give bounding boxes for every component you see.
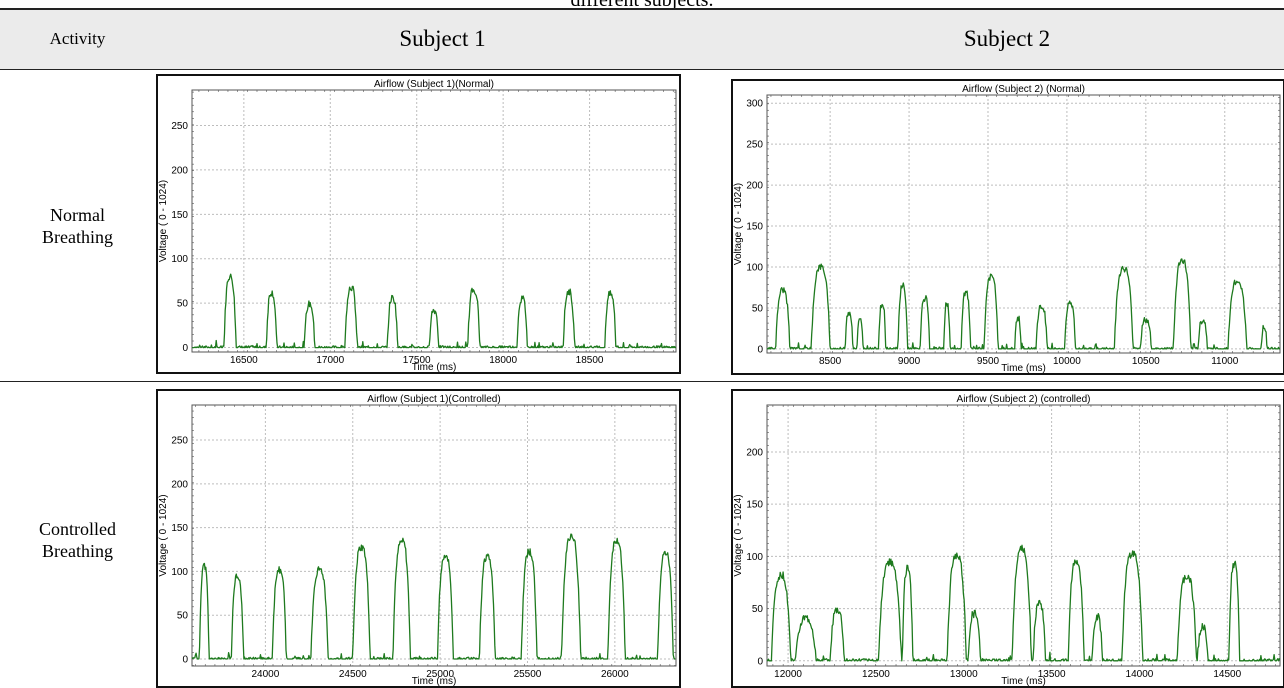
y-tick-label: 200 — [171, 479, 188, 490]
y-tick-label: 300 — [746, 99, 763, 110]
row-label-line: Breathing — [42, 227, 113, 247]
airflow-trace-line — [767, 258, 1281, 350]
header-bottom-rule — [0, 69, 1284, 70]
x-tick-label: 14000 — [1126, 669, 1154, 680]
chart-svg: 12000 12500 13000 13500 14000 14500 0 50 100 150 2… — [733, 394, 1281, 686]
y-tick-label: 150 — [746, 500, 763, 511]
y-tick-label: 50 — [752, 604, 764, 615]
x-tick-label: 8500 — [819, 356, 842, 367]
row-label-controlled-breathing: Controlled Breathing — [0, 518, 155, 562]
x-axis-label: Time (ms) — [1001, 363, 1046, 373]
airflow-trace-line — [192, 273, 676, 349]
table-caption: different subjects. — [570, 0, 714, 11]
plot-frame — [191, 89, 677, 353]
x-axis-label: Time (ms) — [412, 362, 457, 372]
chart-title: Airflow (Subject 2) (Normal) — [962, 84, 1085, 95]
row-label-line: Normal — [50, 205, 105, 225]
y-tick-label: 100 — [171, 254, 188, 265]
table-top-rule — [0, 8, 1284, 10]
x-tick-label: 13500 — [1038, 669, 1066, 680]
y-axis-label: Voltage ( 0 - 1024) — [733, 494, 744, 576]
table-header-row — [0, 8, 1284, 70]
x-tick-label: 18000 — [489, 355, 517, 366]
x-tick-label: 12000 — [774, 669, 802, 680]
y-tick-label: 100 — [171, 567, 188, 578]
x-tick-label: 10500 — [1132, 356, 1160, 367]
y-tick-label: 200 — [171, 165, 188, 176]
header-subject-1: Subject 1 — [399, 26, 486, 51]
y-axis-label: Voltage ( 0 - 1024) — [158, 180, 169, 262]
y-tick-label: 50 — [177, 299, 189, 310]
row-label-line: Breathing — [42, 541, 113, 561]
y-tick-label: 200 — [746, 181, 763, 192]
y-tick-label: 100 — [746, 552, 763, 563]
x-tick-label: 14500 — [1213, 669, 1241, 680]
y-tick-label: 0 — [182, 343, 188, 354]
y-tick-label: 50 — [177, 611, 189, 622]
row-label-line: Controlled — [39, 519, 116, 539]
x-tick-label: 18500 — [576, 355, 604, 366]
row-divider — [0, 381, 1284, 382]
airflow-trace-line — [766, 544, 1281, 662]
x-tick-label: 24500 — [339, 669, 367, 680]
y-tick-label: 0 — [182, 654, 188, 665]
row-label-normal-breathing: Normal Breathing — [0, 204, 155, 248]
y-tick-label: 250 — [746, 140, 763, 151]
chart-title: Airflow (Subject 1)(Normal) — [374, 79, 494, 90]
x-axis-label: Time (ms) — [1001, 676, 1046, 686]
x-tick-label: 26000 — [601, 669, 629, 680]
chart-subject2-controlled: 12000 12500 13000 13500 14000 14500 0 50 100 150 2… — [731, 389, 1284, 688]
plot-frame — [766, 94, 1281, 354]
y-tick-label: 200 — [746, 447, 763, 458]
chart-svg: 8500 9000 9500 10000 10500 11000 0 50 100 150 200 2… — [733, 84, 1281, 373]
chart-subject2-normal: 8500 9000 9500 10000 10500 11000 0 50 100 150 200 2… — [731, 79, 1284, 375]
y-tick-label: 0 — [757, 344, 763, 355]
airflow-trace-line — [191, 533, 676, 660]
x-tick-label: 24000 — [251, 669, 279, 680]
y-tick-label: 150 — [171, 523, 188, 534]
y-tick-label: 150 — [171, 210, 188, 221]
chart-subject1-controlled: 24000 24500 25000 25500 26000 0 50 100 150 200 250… — [156, 389, 681, 688]
chart-svg: 16500 17000 17500 18000 18500 0 50 100 150 200 250… — [158, 79, 677, 372]
chart-title: Airflow (Subject 1)(Controlled) — [367, 394, 500, 405]
plot-frame — [191, 404, 677, 667]
y-tick-label: 150 — [746, 222, 763, 233]
y-axis-label: Voltage ( 0 - 1024) — [733, 183, 744, 265]
x-tick-label: 9000 — [898, 356, 921, 367]
chart-subject1-normal: 16500 17000 17500 18000 18500 0 50 100 150 200 250… — [156, 74, 681, 374]
chart-svg: 24000 24500 25000 25500 26000 0 50 100 150 200 250… — [158, 394, 677, 686]
header-subject-2: Subject 2 — [963, 26, 1051, 51]
x-tick-label: 9500 — [977, 356, 1000, 367]
x-axis-label: Time (ms) — [412, 676, 457, 686]
plot-frame — [766, 404, 1281, 667]
y-tick-label: 100 — [746, 263, 763, 274]
y-axis-label: Voltage ( 0 - 1024) — [158, 494, 169, 576]
chart-title: Airflow (Subject 2) (controlled) — [957, 394, 1091, 405]
y-tick-label: 250 — [171, 436, 188, 447]
y-tick-label: 250 — [171, 121, 188, 132]
x-tick-label: 10000 — [1053, 356, 1081, 367]
x-tick-label: 25500 — [514, 669, 542, 680]
x-tick-label: 13000 — [950, 669, 978, 680]
x-tick-label: 17000 — [316, 355, 344, 366]
y-tick-label: 50 — [752, 303, 764, 314]
x-tick-label: 12500 — [862, 669, 890, 680]
y-tick-label: 0 — [757, 656, 763, 667]
x-tick-label: 17500 — [403, 355, 431, 366]
x-tick-label: 16500 — [230, 355, 258, 366]
x-tick-label: 25000 — [426, 669, 454, 680]
x-tick-label: 11000 — [1211, 356, 1239, 367]
header-activity: Activity — [49, 29, 106, 48]
